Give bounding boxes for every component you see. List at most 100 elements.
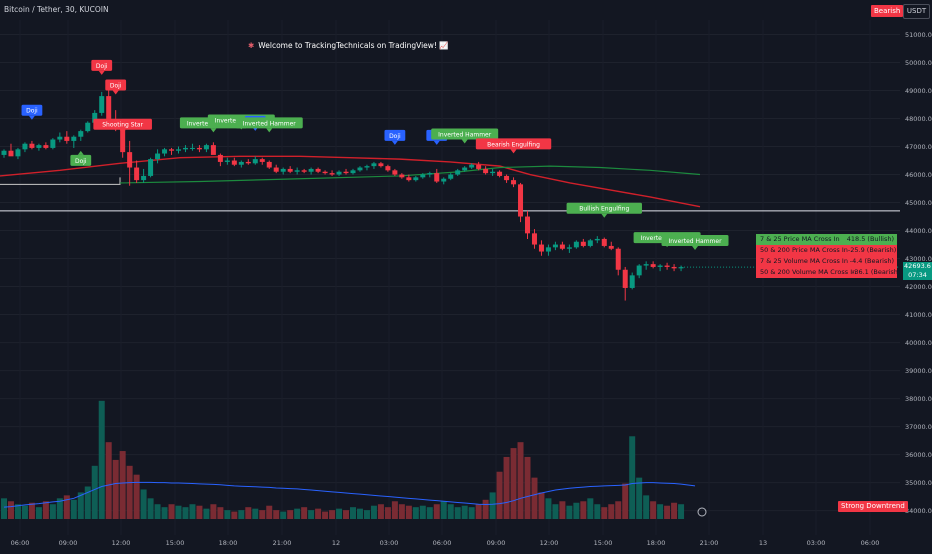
candle-body [203,145,209,150]
candle-body [29,143,35,148]
pattern-label-box [235,117,303,129]
candle-body [483,168,489,174]
volume-bar [70,499,77,519]
volume-bar [678,504,685,519]
volume-bar [245,507,252,519]
ma-row-value: -4.4 (Bearish) [849,257,894,265]
volume-bar [671,502,678,519]
label-pointer [98,70,105,75]
volume-bar [147,498,154,519]
pattern-label-box [91,59,113,71]
candle-body [511,180,517,185]
volume-bar [573,502,580,519]
y-tick-label: 34000.0 [905,507,932,515]
volume-bar [14,504,21,519]
volume-bar [475,504,482,519]
candle-body [329,173,335,175]
candle-body [22,143,28,150]
gear-icon: ✱ [248,41,255,50]
volume-bar [664,505,671,519]
candle-body [294,170,300,172]
bias-badge: Bearish [871,5,904,17]
ma-row: 50 & 200 Volume MA Cross In -36.1 (Bearis… [756,267,897,278]
bar-countdown: 07:34 [908,271,927,279]
candle-body [252,159,258,164]
candle-body [64,136,70,141]
volume-bar [580,501,587,519]
volume-bar [217,507,224,519]
volume-bar [231,511,238,519]
candle-body [518,184,524,217]
volume-ma-line [3,481,696,508]
y-tick-label: 37000.0 [905,423,932,431]
volume-bar [398,504,405,519]
x-tick-label: 21:00 [273,539,292,547]
candle-body [497,171,503,176]
candle-body [322,171,328,174]
candle-body [552,244,558,248]
candle-body [538,244,544,252]
label-pointer [510,149,517,154]
volume-bar [350,507,356,519]
pattern-label: Shooting Star [102,122,143,129]
y-tick-label: 51000.0 [905,31,932,39]
candle-body [462,167,468,171]
candle-body [441,178,447,182]
label-pointer [601,213,608,218]
welcome-text: Welcome to TrackingTechnicals on Trading… [258,41,449,50]
clock-icon [697,507,707,517]
candle-body [636,265,642,276]
volume-bar [301,507,308,519]
x-tick-label: 13 [759,539,767,547]
x-tick-label: 18:00 [219,539,238,547]
volume-bar [210,504,217,519]
candle-body [134,167,140,181]
volume-bar [56,498,63,519]
candle-body [448,174,454,179]
x-tick-label: 06:00 [861,539,880,547]
pattern-label: Bearish Engulfing [487,141,540,148]
candle-body [357,167,363,171]
y-tick-label: 39000.0 [905,367,932,375]
volume-bar [119,451,126,519]
pattern-label: Doji [75,158,87,165]
volume-bar [594,504,601,519]
volume-bar [384,507,391,519]
x-tick-label: 12:00 [112,539,131,547]
candle-body [580,241,586,246]
candle-body [57,136,63,140]
candle-body [643,264,649,266]
candle-body [336,171,342,175]
x-tick-label: 03:00 [380,539,399,547]
candle-body [350,170,356,174]
volume-bar [203,508,210,519]
candle-body [238,161,244,165]
volume-bar [552,504,559,519]
volume-bar [126,465,133,519]
volume-bar [84,486,91,519]
volume-bar [112,459,119,519]
candle-body [224,160,230,162]
symbol-title[interactable]: Bitcoin / Tether, 30, KUCOIN [4,5,109,14]
pattern-label-box [475,138,552,150]
candle-body [182,147,188,150]
candle-body [280,168,286,172]
pattern-label: Bullish Engulfing [579,206,629,213]
volume-bar [419,505,426,519]
candle-body [245,161,251,164]
x-tick-label: 06:00 [11,539,30,547]
candle-body [434,173,440,182]
volume-bar [447,504,454,519]
y-tick-label: 45000.0 [905,199,932,207]
volume-bar [259,510,266,519]
label-pointer [28,115,35,120]
candle-body [622,269,628,288]
x-tick-label: 12:00 [540,539,559,547]
currency-button[interactable]: USDT [903,4,930,19]
ma-row-value: 418.5 (Bullish) [846,235,894,243]
y-tick-label: 36000.0 [905,451,932,459]
candle-body [573,241,579,248]
candle-body [43,145,49,148]
